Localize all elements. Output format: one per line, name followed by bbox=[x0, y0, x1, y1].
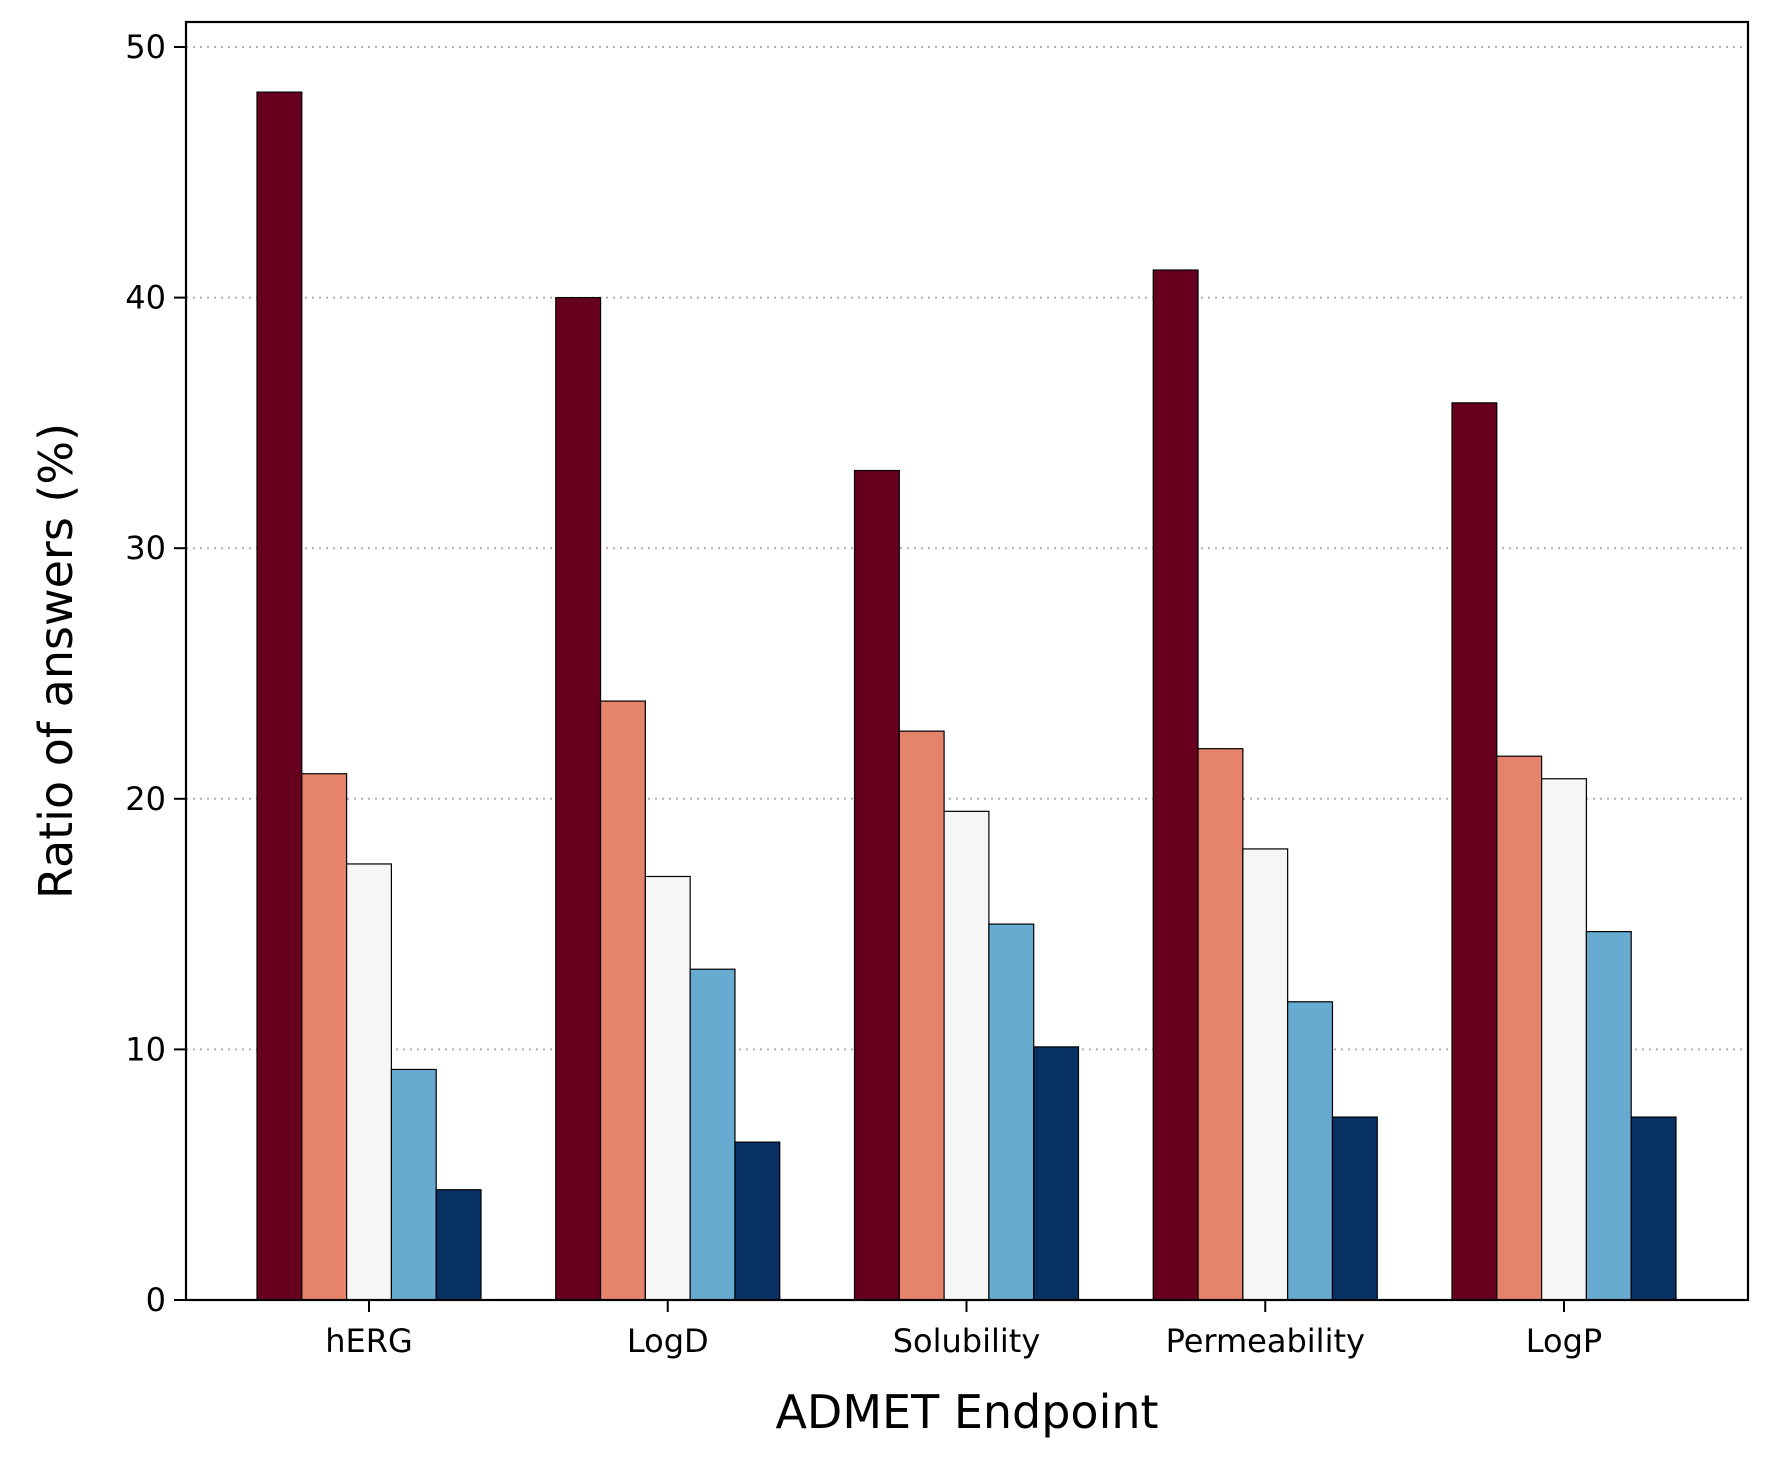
bar-solubility-series-2 bbox=[898, 730, 945, 1301]
y-tick-label: 0 bbox=[146, 1281, 166, 1319]
bar-logp-series-1 bbox=[1451, 402, 1498, 1301]
y-tick-label: 20 bbox=[125, 780, 166, 818]
bar-permeability-series-1 bbox=[1152, 269, 1199, 1301]
x-axis-title: ADMET Endpoint bbox=[775, 1385, 1158, 1439]
bar-permeability-series-2 bbox=[1197, 748, 1244, 1301]
bar-herg-series-1 bbox=[256, 91, 303, 1301]
bar-logp-series-4 bbox=[1585, 931, 1632, 1301]
x-tick-label-logp: LogP bbox=[1526, 1322, 1602, 1360]
bar-logd-series-4 bbox=[689, 968, 736, 1301]
x-tick-label-permeability: Permeability bbox=[1166, 1322, 1365, 1360]
x-axis-ticks: hERG LogD Solubility Permeability LogP bbox=[325, 1300, 1602, 1360]
bar-solubility-series-3 bbox=[943, 810, 990, 1301]
bar-solubility-series-5 bbox=[1033, 1046, 1080, 1301]
bar-logd-series-2 bbox=[599, 700, 646, 1301]
bar-logp-series-3 bbox=[1540, 778, 1587, 1301]
y-tick-label: 10 bbox=[125, 1030, 166, 1068]
bar-logd-series-1 bbox=[555, 297, 602, 1301]
bar-solubility-series-4 bbox=[988, 923, 1035, 1301]
y-tick-label: 50 bbox=[125, 28, 166, 66]
bar-permeability-series-5 bbox=[1331, 1116, 1378, 1301]
x-tick-label-logd: LogD bbox=[627, 1322, 709, 1360]
bar-solubility-series-1 bbox=[853, 469, 900, 1301]
bar-logd-series-5 bbox=[734, 1141, 781, 1301]
y-axis-ticks: 0 10 20 30 40 50 bbox=[125, 28, 186, 1319]
y-tick-label: 30 bbox=[125, 529, 166, 567]
bar-herg-series-5 bbox=[435, 1189, 482, 1301]
bars bbox=[256, 91, 1677, 1301]
bar-herg-series-2 bbox=[301, 773, 348, 1301]
bar-herg-series-4 bbox=[390, 1068, 437, 1301]
x-tick-label-herg: hERG bbox=[325, 1322, 413, 1360]
bar-logp-series-2 bbox=[1496, 755, 1543, 1301]
bar-permeability-series-4 bbox=[1287, 1001, 1334, 1301]
bar-herg-series-3 bbox=[346, 863, 393, 1301]
bar-permeability-series-3 bbox=[1242, 848, 1289, 1301]
x-tick-label-solubility: Solubility bbox=[893, 1322, 1041, 1360]
bar-logd-series-3 bbox=[644, 875, 691, 1301]
bar-logp-series-5 bbox=[1630, 1116, 1677, 1301]
y-tick-label: 40 bbox=[125, 279, 166, 317]
y-axis-title: Ratio of answers (%) bbox=[29, 423, 83, 899]
grid-lines bbox=[186, 46, 1748, 1051]
